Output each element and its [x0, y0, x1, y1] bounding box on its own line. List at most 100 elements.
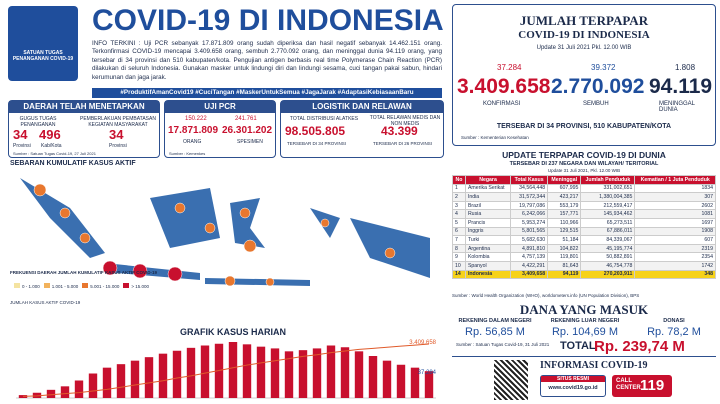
increase: 37.284	[497, 63, 522, 72]
bar	[382, 360, 392, 398]
header-row: No Negara Total Kasus Meninggal Jumlah Pendu…	[452, 175, 716, 185]
cell: 7	[452, 235, 466, 245]
label: REKENING DALAM NEGERI	[458, 318, 532, 324]
cell: 94,119	[547, 269, 582, 280]
cell: 145,934,462	[580, 209, 636, 219]
cell: Amerika Serikat	[464, 183, 512, 194]
daerah-box: DAERAH TELAH MENETAPKAN GUGUS TUGAS PENA…	[8, 100, 160, 158]
cell: 4,757,139	[510, 252, 549, 262]
cell: 1	[452, 183, 466, 194]
table: No Negara Total Kasus Meninggal Jumlah Pendu…	[452, 175, 716, 280]
row: 14 Indonesia 3,409,658 94,119 270,203,911 348	[452, 269, 716, 280]
bar	[60, 386, 70, 398]
pcr-box: UJI PCR 150.222 241.761 17.871.809 26.30…	[164, 100, 276, 158]
value: 3.409.658	[457, 75, 551, 98]
cell: Spanyol	[464, 260, 512, 271]
source: Sumber : Kementerian Kesehatan	[461, 135, 529, 140]
bar	[172, 350, 182, 398]
heading: JUMLAH TERPAPAR	[519, 13, 649, 28]
value: Rp. 104,69 M	[551, 326, 619, 338]
label: TOTAL RELAWAN MEDIS DAN NON MEDIS	[369, 115, 441, 127]
cell: 2	[452, 192, 466, 202]
total-value: Rp. 239,74 M	[594, 338, 685, 355]
map-title: SEBARAN KUMULATIF KASUS AKTIF	[10, 160, 136, 167]
info-title: INFORMASI COVID-19	[540, 360, 648, 371]
value: 17.871.809	[168, 125, 219, 136]
cell: 81,643	[547, 260, 582, 271]
label: KONFIRMASI	[483, 101, 521, 107]
cell: 3	[452, 200, 466, 211]
cell: 67,886,011	[580, 226, 636, 237]
cell: 607	[634, 235, 716, 245]
cell: Brazil	[464, 200, 512, 211]
cell: 348	[634, 269, 716, 280]
row: 1 Amerika Serikat 34,564,448 607,995 331,002…	[452, 183, 716, 194]
bar	[144, 357, 154, 398]
source: Sumber : Kemenkes	[169, 151, 206, 156]
bar	[242, 344, 252, 398]
url: www.covid19.go.id	[548, 385, 598, 391]
case-circles	[33, 183, 396, 287]
bar	[396, 364, 406, 398]
label: GUGUS TUGAS PENANGANAN	[19, 116, 57, 128]
cell: 607,995	[547, 183, 582, 194]
total-label: TOTAL	[560, 340, 596, 352]
value: Rp. 78,2 M	[647, 326, 701, 338]
header-cell: Jumlah Penduduk	[580, 175, 636, 185]
bar	[312, 348, 322, 398]
call-center: CALL CENTER 119	[612, 375, 672, 397]
label: Provinsi	[109, 143, 127, 149]
cell: 270,203,911	[580, 269, 636, 280]
cell: Prancis	[464, 217, 512, 228]
cell: 307	[634, 192, 716, 202]
table-subtitle: TERSEBAR DI 237 NEGARA DAN WILAYAH/ TERI…	[509, 161, 659, 167]
website: SITUS RESMI www.covid19.go.id	[540, 375, 606, 397]
label: SEMBUH	[583, 101, 609, 107]
cell: 2319	[634, 243, 716, 254]
label: SITUS RESMI	[541, 376, 605, 382]
bar	[298, 350, 308, 398]
value: 26.301.202	[222, 125, 273, 136]
cell: 2354	[634, 252, 716, 262]
cell: 10	[452, 260, 466, 271]
cell: 45,195,774	[580, 243, 636, 254]
cell: 50,882,891	[580, 252, 636, 262]
cell: 31,572,344	[510, 192, 549, 202]
cell: 1697	[634, 217, 716, 228]
increase: 241.761	[235, 116, 257, 122]
cell: 1081	[634, 209, 716, 219]
legend-swatch	[43, 283, 50, 288]
header-cell: Meninggal	[547, 175, 582, 185]
label: ORANG	[183, 139, 202, 145]
row: 6 Inggris 5,801,565 129,515 67,886,011 1908	[452, 226, 716, 237]
legend-label: 5.001 - 15.000	[90, 284, 120, 289]
bar	[284, 351, 294, 398]
update: Update 31 Juli 2021 Pkl. 12.00 WIB	[536, 45, 632, 51]
chart-title: GRAFIK KASUS HARIAN	[180, 327, 287, 337]
table-title: UPDATE TERPAPAR COVID-19 DI DUNIA	[502, 150, 666, 160]
row: 2 India 31,572,344 423,217 1,380,004,385 307	[452, 192, 716, 202]
subheading: COVID-19 DI INDONESIA	[518, 29, 650, 41]
note: TERSEBAR DI 34 PROVINSI	[287, 141, 347, 146]
label: MENINGGAL DUNIA	[659, 101, 695, 113]
label: TOTAL DISTRIBUSI ALATKES	[289, 116, 359, 122]
qr-code	[494, 360, 528, 400]
value: 34	[13, 127, 28, 142]
value: 496	[39, 127, 61, 142]
annotation: 37.284	[418, 370, 437, 376]
cell: 129,515	[547, 226, 582, 237]
cell: 5,682,630	[510, 235, 549, 245]
legend: 0 - 1.000 1.001 - 5.000 5.001 - 15.000 > 15…	[10, 283, 170, 289]
bar	[410, 367, 420, 398]
bar	[46, 389, 56, 398]
legend-label: 1.001 - 5.000	[51, 284, 79, 289]
label: DONASI	[663, 318, 685, 324]
legend-label: > 15.000	[131, 284, 149, 289]
cell: 3,409,658	[510, 269, 549, 280]
bar	[228, 342, 238, 398]
bar	[186, 347, 196, 398]
bar	[270, 348, 280, 398]
value: 43.399	[381, 124, 418, 138]
label: PEMBERLAKUAN PEMBATASAN KEGIATAN MASYARA…	[80, 116, 156, 128]
cell: 19,797,086	[510, 200, 549, 211]
